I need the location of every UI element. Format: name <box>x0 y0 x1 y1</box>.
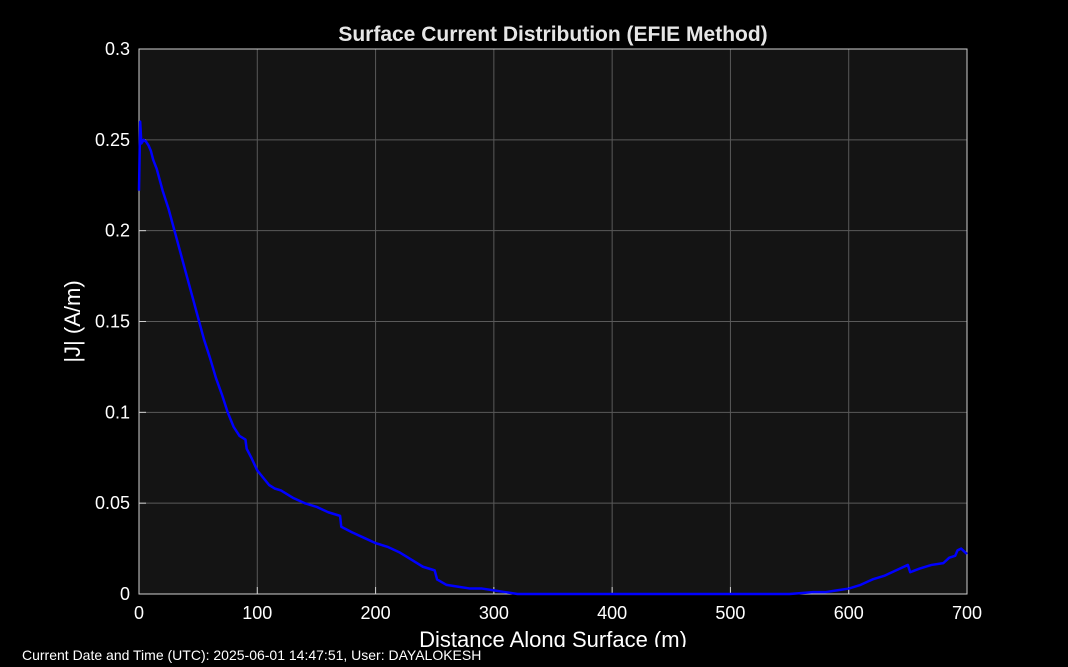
chart-title: Surface Current Distribution (EFIE Metho… <box>338 23 767 46</box>
x-tick-label: 600 <box>834 603 864 623</box>
x-tick-label: 500 <box>715 603 745 623</box>
x-tick-label: 300 <box>479 603 509 623</box>
x-tick-label: 0 <box>134 603 144 623</box>
y-tick-label: 0.05 <box>95 493 130 513</box>
y-tick-label: 0.25 <box>95 130 130 150</box>
y-tick-label: 0.1 <box>105 402 130 422</box>
x-tick-label: 200 <box>361 603 391 623</box>
x-tick-label: 400 <box>597 603 627 623</box>
x-tick-label: 100 <box>242 603 272 623</box>
y-tick-label: 0.3 <box>105 39 130 59</box>
y-axis-label: |J| (A/m) <box>60 280 85 362</box>
y-tick-labels: 0 0.05 0.1 0.15 0.2 0.25 0.3 <box>95 39 130 604</box>
footer-timestamp-user: Current Date and Time (UTC): 2025-06-01 … <box>22 647 482 663</box>
y-tick-label: 0.2 <box>105 221 130 241</box>
y-tick-label: 0 <box>120 584 130 604</box>
x-tick-label: 700 <box>952 603 982 623</box>
x-axis-label: Distance Along Surface (m) <box>419 627 687 647</box>
x-tick-labels: 0 100 200 300 400 500 600 700 <box>134 603 982 623</box>
figure: 0 100 200 300 400 500 600 700 0 0.05 0.1 0.15 0.2 0.… <box>60 23 983 647</box>
y-tick-label: 0.15 <box>95 312 130 332</box>
series-line <box>137 120 968 596</box>
